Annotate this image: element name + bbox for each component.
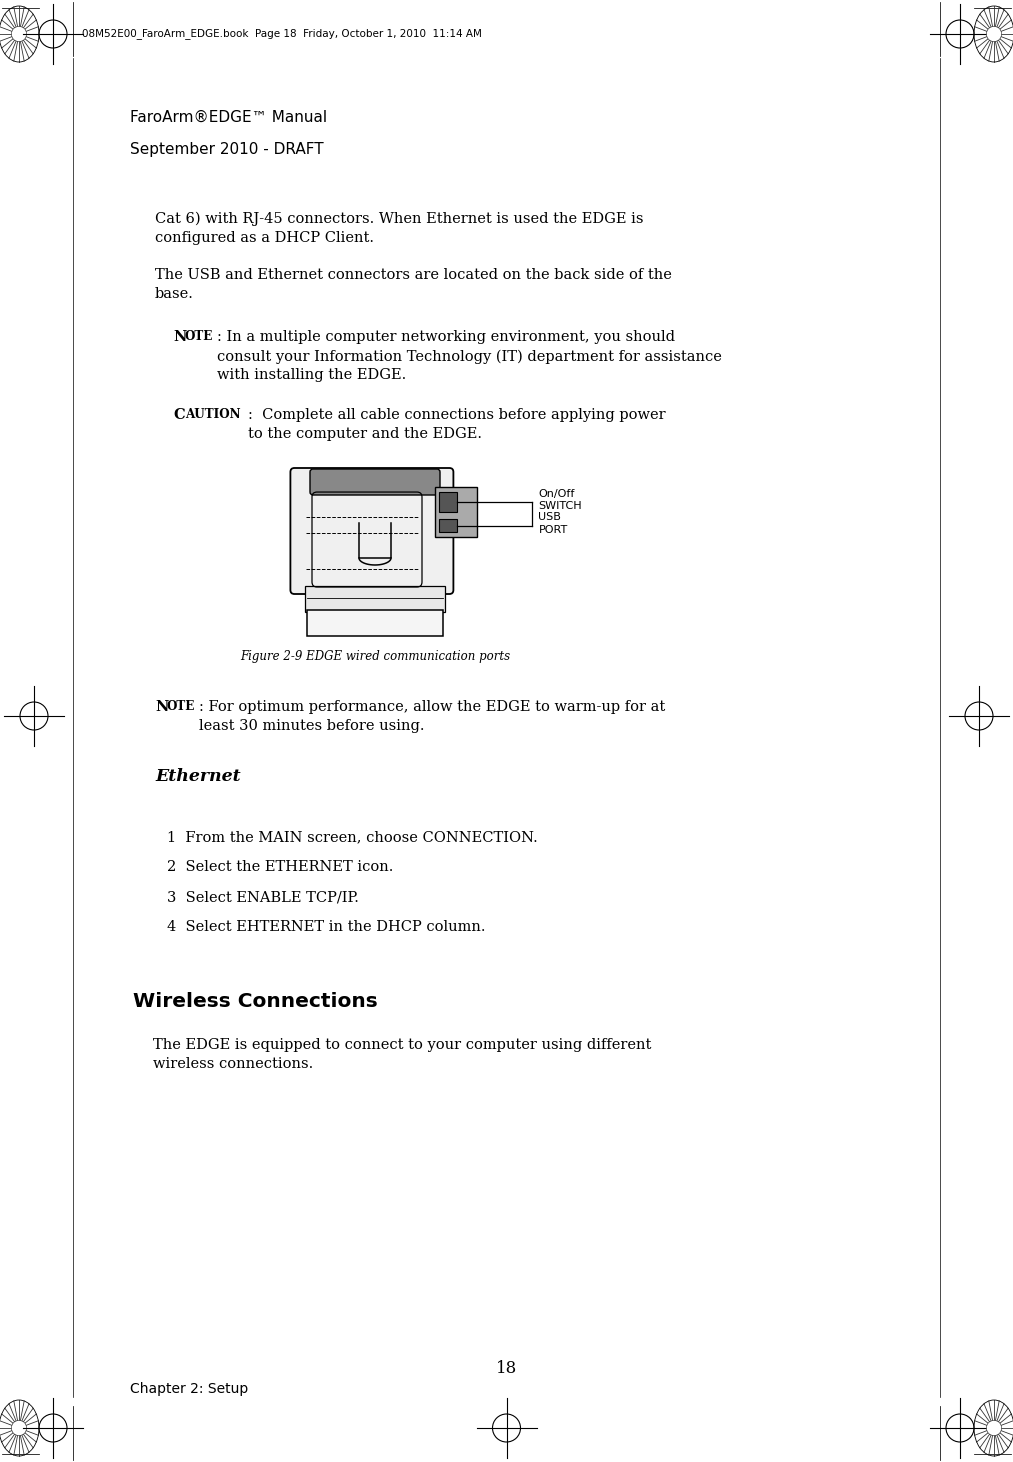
- Text: The EDGE is equipped to connect to your computer using different
wireless connec: The EDGE is equipped to connect to your …: [153, 1038, 651, 1072]
- Bar: [305, 586, 445, 613]
- Text: : In a multiple computer networking environment, you should
consult your Informa: : In a multiple computer networking envi…: [217, 330, 722, 383]
- Text: Chapter 2: Setup: Chapter 2: Setup: [130, 1382, 248, 1396]
- Text: : For optimum performance, allow the EDGE to warm-up for at
least 30 minutes bef: : For optimum performance, allow the EDG…: [199, 700, 666, 732]
- Circle shape: [11, 1421, 26, 1436]
- Circle shape: [987, 1421, 1002, 1436]
- Text: FaroArm®EDGE™ Manual: FaroArm®EDGE™ Manual: [130, 110, 327, 124]
- Text: C: C: [173, 408, 184, 423]
- Text: Ethernet: Ethernet: [155, 768, 241, 785]
- Bar: [440, 519, 458, 532]
- Text: AUTION: AUTION: [184, 408, 240, 421]
- FancyBboxPatch shape: [291, 468, 454, 594]
- Text: N: N: [173, 330, 186, 344]
- Bar: [436, 487, 477, 537]
- Bar: [440, 491, 458, 512]
- FancyBboxPatch shape: [310, 469, 440, 496]
- Text: 3  Select ENABLE TCP/IP.: 3 Select ENABLE TCP/IP.: [167, 890, 359, 904]
- Circle shape: [987, 26, 1002, 41]
- Bar: [307, 610, 443, 636]
- Text: September 2010 - DRAFT: September 2010 - DRAFT: [130, 142, 323, 156]
- Text: Figure 2-9 EDGE wired communication ports: Figure 2-9 EDGE wired communication port…: [240, 651, 511, 662]
- Text: N: N: [155, 700, 168, 713]
- Text: :  Complete all cable connections before applying power
to the computer and the : : Complete all cable connections before …: [248, 408, 666, 442]
- Text: 2  Select the ETHERNET icon.: 2 Select the ETHERNET icon.: [167, 860, 393, 874]
- Bar: [307, 588, 443, 602]
- Text: On/Off
SWITCH: On/Off SWITCH: [538, 488, 582, 512]
- Text: OTE: OTE: [167, 700, 196, 713]
- Text: 4  Select EHTERNET in the DHCP column.: 4 Select EHTERNET in the DHCP column.: [167, 920, 485, 934]
- Circle shape: [11, 26, 26, 41]
- Text: Cat 6) with RJ-45 connectors. When Ethernet is used the EDGE is
configured as a : Cat 6) with RJ-45 connectors. When Ether…: [155, 212, 643, 246]
- Text: 08M52E00_FaroArm_EDGE.book  Page 18  Friday, October 1, 2010  11:14 AM: 08M52E00_FaroArm_EDGE.book Page 18 Frida…: [82, 28, 482, 39]
- Text: Wireless Connections: Wireless Connections: [133, 993, 378, 1012]
- Text: The USB and Ethernet connectors are located on the back side of the
base.: The USB and Ethernet connectors are loca…: [155, 268, 672, 301]
- Text: 1  From the MAIN screen, choose CONNECTION.: 1 From the MAIN screen, choose CONNECTIO…: [167, 830, 538, 844]
- Text: USB
PORT: USB PORT: [538, 512, 567, 535]
- Text: 18: 18: [496, 1360, 517, 1377]
- Text: OTE: OTE: [184, 330, 213, 344]
